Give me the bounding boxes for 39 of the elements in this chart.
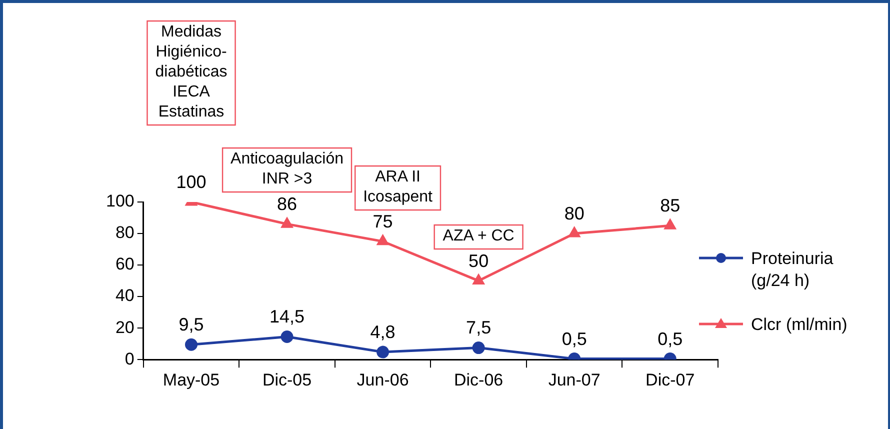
text: Anticoagulación INR >3	[230, 150, 344, 188]
annotation: ARA II Icosapent	[363, 168, 434, 206]
point	[280, 330, 294, 343]
data-label: 9,5	[178, 314, 204, 335]
data-label: 7,5	[466, 318, 492, 338]
x-tick-label: Jun-06	[356, 370, 409, 390]
y-tick-label: 40	[115, 286, 134, 306]
x-tick-label: Jun-07	[548, 370, 600, 390]
data-label: 75	[372, 211, 393, 232]
point	[377, 235, 388, 246]
data-label: 0,5	[658, 328, 683, 349]
y-tick-label: 60	[115, 254, 134, 274]
annotation: AZA + CC	[442, 227, 514, 244]
point	[472, 274, 484, 285]
data-label: 50	[468, 250, 489, 271]
point	[281, 218, 293, 228]
x-tick-label: May-05	[162, 370, 220, 390]
data-label: 86	[277, 194, 298, 214]
y-tick-label: 100	[106, 192, 134, 211]
text: Medidas Higiénico- diabéticas IECA Estatinas	[155, 23, 228, 120]
x-tick-label: Dic-05	[262, 370, 312, 390]
data-label: 80	[564, 203, 584, 224]
y-tick-label: 80	[115, 223, 134, 242]
x-tick-label: Dic-06	[454, 370, 504, 390]
point	[664, 219, 676, 230]
data-label: 0,5	[562, 328, 587, 349]
point	[376, 346, 390, 358]
y-tick-label: 0	[124, 349, 134, 368]
point	[568, 227, 580, 238]
data-label: 85	[660, 196, 680, 216]
data-label: 4,8	[370, 322, 396, 342]
legend-label: Proteinuria (g/24 h)	[751, 248, 834, 292]
x-tick-label: Dic-07	[646, 370, 695, 390]
point	[472, 342, 485, 354]
y-tick-label: 20	[115, 318, 134, 337]
point	[185, 338, 198, 351]
legend-label: Clcr (ml/min)	[751, 314, 848, 336]
data-label: 100	[176, 172, 206, 192]
data-label: 14,5	[270, 306, 305, 327]
